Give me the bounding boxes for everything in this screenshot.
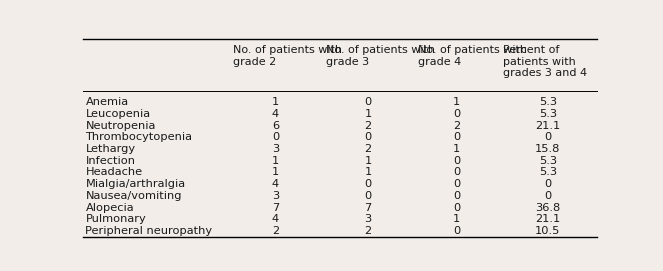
Text: 10.5: 10.5: [535, 226, 561, 236]
Text: 0: 0: [365, 179, 372, 189]
Text: 1: 1: [453, 97, 460, 107]
Text: 0: 0: [544, 179, 552, 189]
Text: 36.8: 36.8: [535, 203, 560, 213]
Text: 0: 0: [453, 132, 460, 142]
Text: 0: 0: [453, 156, 460, 166]
Text: 2: 2: [365, 144, 371, 154]
Text: 2: 2: [272, 226, 279, 236]
Text: 5.3: 5.3: [539, 167, 557, 178]
Text: Mialgia/arthralgia: Mialgia/arthralgia: [86, 179, 186, 189]
Text: 0: 0: [453, 191, 460, 201]
Text: Headache: Headache: [86, 167, 143, 178]
Text: Lethargy: Lethargy: [86, 144, 135, 154]
Text: 0: 0: [453, 109, 460, 119]
Text: 0: 0: [544, 191, 552, 201]
Text: Thrombocytopenia: Thrombocytopenia: [86, 132, 192, 142]
Text: 3: 3: [365, 214, 372, 224]
Text: No. of patients with
grade 2: No. of patients with grade 2: [233, 45, 342, 67]
Text: Anemia: Anemia: [86, 97, 129, 107]
Text: 1: 1: [365, 167, 372, 178]
Text: 0: 0: [544, 132, 552, 142]
Text: 1: 1: [272, 97, 279, 107]
Text: 0: 0: [453, 167, 460, 178]
Text: 3: 3: [272, 191, 279, 201]
Text: Peripheral neuropathy: Peripheral neuropathy: [86, 226, 213, 236]
Text: No. of patients with
grade 4: No. of patients with grade 4: [418, 45, 527, 67]
Text: 1: 1: [365, 109, 372, 119]
Text: 0: 0: [453, 226, 460, 236]
Text: Alopecia: Alopecia: [86, 203, 134, 213]
Text: 6: 6: [272, 121, 279, 131]
Text: 1: 1: [453, 214, 460, 224]
Text: 1: 1: [272, 167, 279, 178]
Text: 1: 1: [365, 156, 372, 166]
Text: Pulmonary: Pulmonary: [86, 214, 147, 224]
Text: Neutropenia: Neutropenia: [86, 121, 156, 131]
Text: Leucopenia: Leucopenia: [86, 109, 151, 119]
Text: 1: 1: [453, 144, 460, 154]
Text: 2: 2: [365, 121, 371, 131]
Text: Infection: Infection: [86, 156, 135, 166]
Text: 7: 7: [365, 203, 372, 213]
Text: 5.3: 5.3: [539, 97, 557, 107]
Text: 4: 4: [272, 214, 279, 224]
Text: 7: 7: [272, 203, 279, 213]
Text: No. of patients with
grade 3: No. of patients with grade 3: [326, 45, 435, 67]
Text: Percent of
patients with
grades 3 and 4: Percent of patients with grades 3 and 4: [503, 45, 587, 78]
Text: 5.3: 5.3: [539, 109, 557, 119]
Text: 0: 0: [453, 203, 460, 213]
Text: 0: 0: [272, 132, 279, 142]
Text: Nausea/vomiting: Nausea/vomiting: [86, 191, 182, 201]
Text: 0: 0: [453, 179, 460, 189]
Text: 4: 4: [272, 179, 279, 189]
Text: 1: 1: [272, 156, 279, 166]
Text: 5.3: 5.3: [539, 156, 557, 166]
Text: 2: 2: [453, 121, 460, 131]
Text: 0: 0: [365, 132, 372, 142]
Text: 0: 0: [365, 97, 372, 107]
Text: 21.1: 21.1: [535, 214, 560, 224]
Text: 21.1: 21.1: [535, 121, 560, 131]
Text: 2: 2: [365, 226, 371, 236]
Text: 4: 4: [272, 109, 279, 119]
Text: 15.8: 15.8: [535, 144, 561, 154]
Text: 3: 3: [272, 144, 279, 154]
Text: 0: 0: [365, 191, 372, 201]
